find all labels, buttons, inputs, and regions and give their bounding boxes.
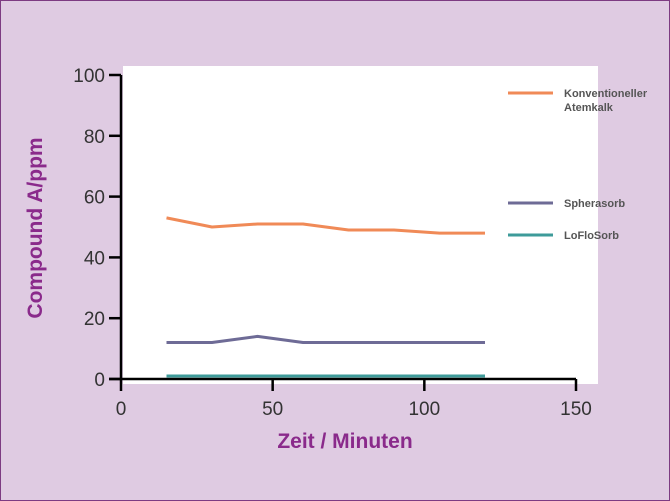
x-tick-label: 50 [262,399,283,420]
x-axis-title: Zeit / Minuten [277,430,412,453]
series-line-1 [166,216,485,235]
series-line-2 [166,334,485,344]
legend-label-2: Spherasorb [564,198,625,210]
y-tick-label: 40 [84,248,105,269]
y-tick-label: 0 [94,370,105,391]
y-tick-label: 100 [73,66,105,87]
y-axis-title: Compound A/ppm [24,137,47,318]
legend-box [492,66,598,258]
y-tick-label: 60 [84,188,105,209]
legend-label-1: Konventioneller Atemkalk [564,88,648,114]
y-tick-label: 20 [84,309,105,330]
x-tick-label: 100 [408,399,440,420]
legend-label-3: LoFloSorb [564,230,619,242]
x-tick-label: 0 [116,399,127,420]
series-layer [166,216,485,378]
legend: Konventioneller Atemkalk Spherasorb LoFloSo… [508,88,648,242]
axes: 0 20 40 60 80 100 0 50 100 150 [73,66,592,420]
y-tick-label: 80 [84,127,105,148]
x-tick-label: 150 [560,399,592,420]
